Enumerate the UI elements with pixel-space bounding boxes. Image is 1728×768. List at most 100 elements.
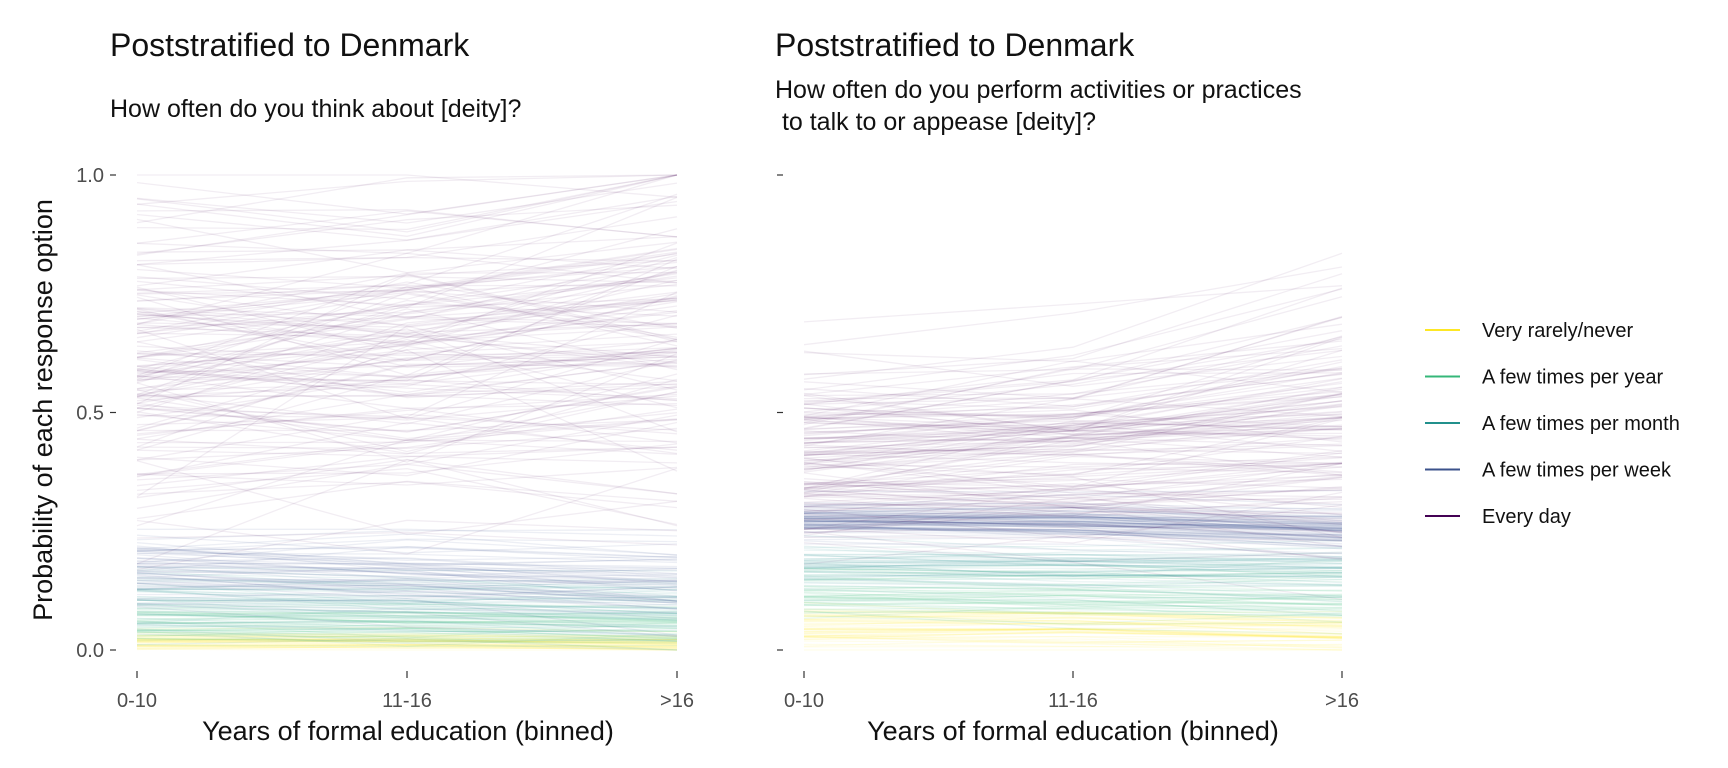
series-draw-line: [803, 524, 1343, 550]
series-draw-line: [136, 596, 678, 602]
series-draw-line: [136, 271, 678, 325]
series-draw-line: [803, 415, 1343, 473]
series-draw-line: [136, 573, 678, 605]
series-draw-line: [136, 356, 678, 432]
series-draw-line: [803, 607, 1343, 615]
series-draw-line: [803, 527, 1343, 541]
series-draw-line: [136, 638, 678, 646]
series-draw-line: [136, 585, 678, 590]
series-draw-line: [136, 256, 678, 266]
series-draw-line: [136, 247, 678, 289]
series-draw-line: [803, 559, 1343, 569]
series-draw-line: [136, 283, 678, 359]
series-draw-line: [803, 419, 1343, 494]
series-draw-line: [136, 310, 678, 361]
series-draw-line: [803, 591, 1343, 603]
series-draw-line: [136, 631, 678, 642]
series-draw-line: [136, 640, 678, 646]
series-draw-line: [803, 520, 1343, 526]
series-draw-line: [136, 279, 678, 358]
series-draw-line: [136, 599, 678, 617]
series-draw-line: [136, 623, 678, 632]
series-draw-line: [136, 463, 678, 509]
series-draw-line: [136, 554, 678, 582]
series-draw-line: [137, 644, 678, 650]
series-draw-line: [136, 361, 678, 440]
series-draw-line: [136, 624, 678, 633]
series-draw-line: [803, 506, 1343, 533]
series-draw-line: [803, 514, 1343, 532]
series-draw-line: [136, 411, 678, 455]
series-draw-line: [803, 574, 1343, 579]
series-draw-line: [136, 314, 678, 397]
series-draw-line: [803, 578, 1343, 597]
series-draw-line: [136, 598, 678, 606]
panel-title: Poststratified to Denmark: [110, 27, 470, 63]
series-draw-line: [136, 565, 678, 583]
series-draw-line: [803, 563, 1343, 567]
series-draw-line: [803, 513, 1343, 525]
series-draw-line: [803, 514, 1343, 532]
series-draw-line: [136, 635, 678, 641]
series-draw-line: [803, 571, 1343, 583]
series-draw-line: [136, 604, 678, 638]
series-draw-line: [803, 502, 1343, 515]
series-draw-line: [803, 610, 1343, 626]
x-tick-label: >16: [1325, 690, 1359, 712]
series-draw-line: [803, 483, 1343, 505]
series-draw-line: [136, 610, 678, 621]
series-draw-line: [136, 627, 678, 639]
series-draw-line: [803, 557, 1343, 565]
series-draw-line: [803, 476, 1343, 539]
series-draw-line: [136, 552, 678, 568]
series-draw-line: [803, 466, 1343, 531]
series-draw-line: [803, 413, 1343, 465]
series-draw-line: [136, 378, 678, 402]
series-draw-line: [136, 531, 678, 546]
series-draw-line: [136, 196, 678, 308]
series-draw-line: [136, 200, 678, 266]
series-draw-line: [136, 579, 678, 609]
series-draw-line: [136, 566, 678, 575]
series-draw-line: [803, 596, 1343, 607]
series-draw-line: [136, 596, 678, 615]
series-draw-line: [803, 573, 1343, 586]
series-draw-line: [803, 627, 1343, 630]
series-draw-line: [803, 560, 1343, 576]
series-draw-line: [136, 378, 678, 455]
series-draw-line: [803, 610, 1343, 615]
series-draw-line: [136, 637, 678, 641]
series-draw-line: [803, 392, 1343, 433]
series-draw-line: [803, 523, 1343, 532]
series-draw-line: [136, 266, 678, 320]
series-draw-line: [136, 299, 678, 332]
series-draw-line: [136, 305, 678, 368]
series-draw-line: [803, 455, 1343, 495]
series-draw-line: [136, 266, 678, 343]
series-draw-line: [136, 621, 678, 626]
series-draw-line: [136, 174, 678, 256]
series-draw-line: [136, 386, 678, 397]
legend-item: A few times per year: [1425, 367, 1664, 389]
series-draw-line: [136, 588, 678, 598]
series-draw-line: [136, 297, 678, 334]
series-draw-line: [803, 628, 1343, 637]
series-draw-line: [136, 351, 678, 396]
series-draw-line: [803, 635, 1343, 648]
series-draw-line: [136, 599, 678, 613]
series-draw-line: [136, 299, 678, 328]
series-draw-line: [803, 554, 1343, 569]
series-draw-line: [136, 582, 678, 604]
series-draw-line: [136, 643, 678, 648]
series-draw-line: [136, 612, 678, 615]
series-draw-line: [136, 630, 678, 647]
series-draw-line: [803, 252, 1343, 380]
series-draw-line: [136, 629, 678, 633]
series-draw-line: [136, 439, 678, 476]
series-draw-line: [136, 391, 678, 444]
series-draw-line: [136, 295, 678, 390]
series-draw-line: [136, 317, 678, 354]
series-draw-line: [803, 508, 1343, 526]
series-draw-line: [136, 552, 678, 564]
series-draw-line: [136, 638, 678, 644]
